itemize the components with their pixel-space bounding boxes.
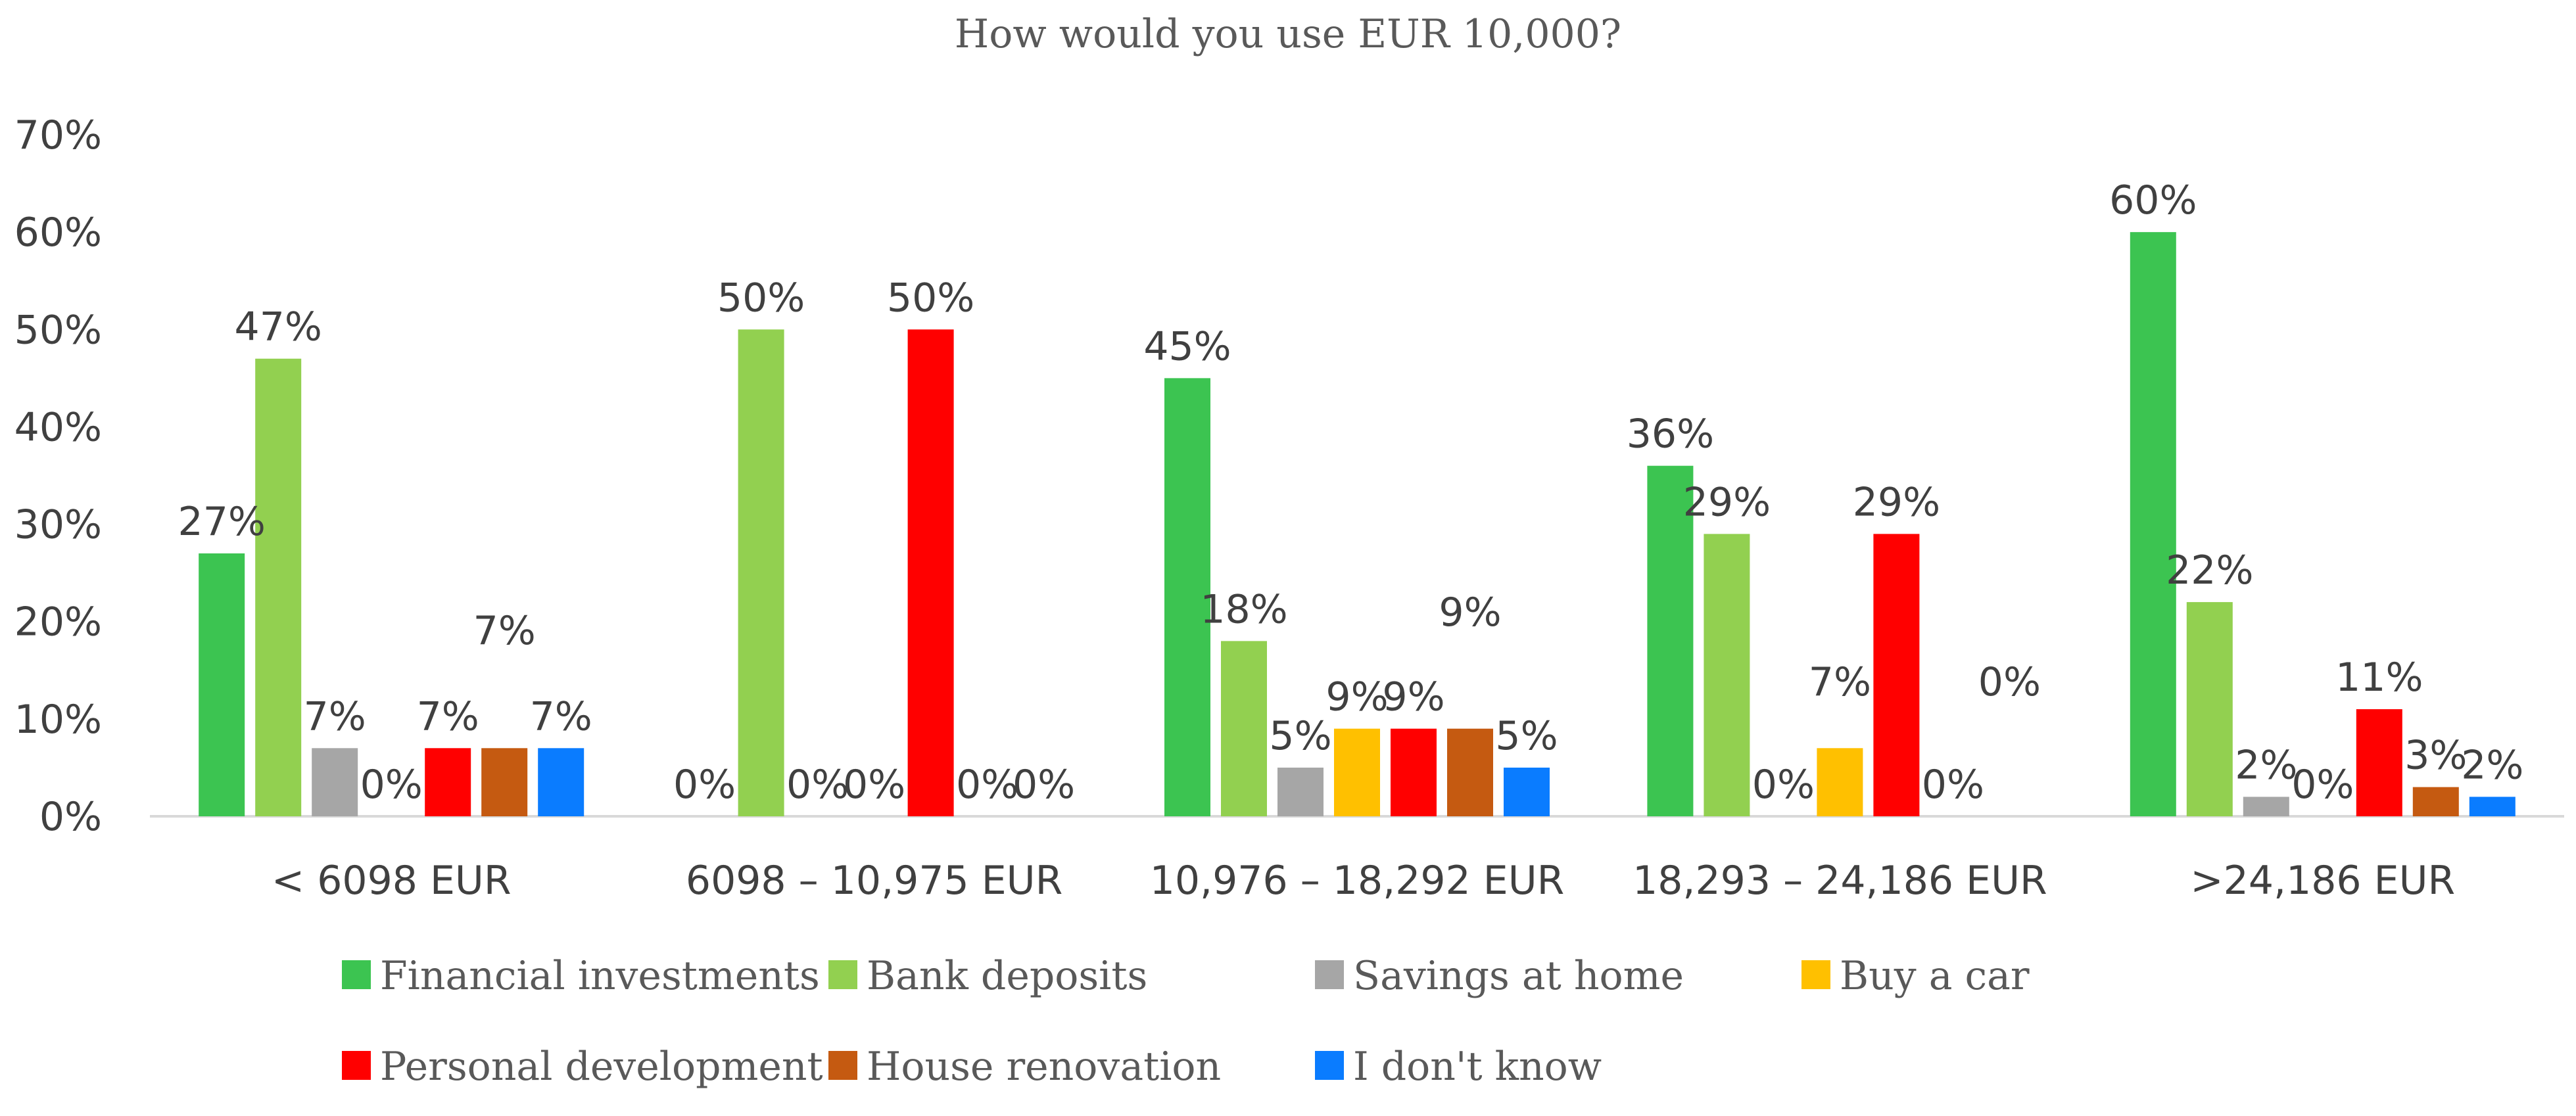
legend-label: Financial investments [380,953,820,999]
bar [481,748,528,816]
bar [199,553,245,816]
legend-label: Bank deposits [867,953,1147,999]
bar [425,748,471,816]
data-label: 3% [2404,733,2467,779]
x-category-label: 10,976 – 18,292 EUR [1150,858,1565,904]
bar [2469,797,2516,816]
data-label: 9% [1382,674,1444,720]
data-labels-group: 27%47%7%0%7%7%7%0%50%0%0%50%0%0%45%18%5%… [178,177,2524,808]
y-axis-ticks: 0% 10% 20% 30% 40% 50% 60% 70% [14,112,102,840]
bar [2130,232,2176,817]
legend: Financial investments Bank deposits Saving… [342,953,2030,1090]
bar [1873,534,1920,816]
legend-label: House renovation [867,1044,1221,1090]
legend-swatch [828,1051,857,1080]
legend-label: Personal development [380,1044,823,1090]
bar [1647,465,1694,816]
bar [1221,641,1267,816]
legend-swatch [828,960,857,989]
bar [1817,748,1863,816]
data-label: 11% [2335,655,2423,701]
legend-swatch [1801,960,1830,989]
data-label: 2% [2235,742,2297,788]
x-category-label: 6098 – 10,975 EUR [686,858,1062,904]
data-label: 18% [1200,586,1287,632]
x-category-label: 18,293 – 24,186 EUR [1633,858,2047,904]
data-label: 0% [360,762,423,808]
bars-group [199,232,2516,817]
chart-title: How would you use EUR 10,000? [955,11,1621,57]
data-label: 27% [178,499,266,545]
data-label: 50% [717,275,805,321]
y-tick-label: 20% [14,599,102,645]
data-label: 7% [304,693,366,739]
y-tick-label: 40% [14,404,102,450]
y-tick-label: 10% [14,697,102,743]
data-label: 0% [1752,762,1815,808]
bar [2412,787,2459,816]
legend-swatch [342,960,371,989]
bar [255,358,302,816]
y-tick-label: 60% [14,210,102,256]
data-label: 0% [786,762,849,808]
data-label: 60% [2109,177,2197,223]
bar [907,329,954,816]
bar [1704,534,1750,816]
data-label: 0% [1978,659,2041,705]
legend-swatch [1315,1051,1344,1080]
data-label: 36% [1627,411,1714,457]
data-label: 0% [1013,762,1075,808]
bar [1334,728,1380,816]
legend-label: I don't know [1353,1044,1602,1090]
data-label: 5% [1495,713,1558,759]
legend-swatch [342,1051,371,1080]
data-label: 29% [1683,479,1771,525]
bar [1504,767,1550,816]
bar [2186,602,2233,816]
data-label: 0% [1922,762,1984,808]
bar [2243,797,2289,816]
data-label: 9% [1439,590,1501,636]
data-label: 45% [1143,323,1231,369]
data-label: 7% [1809,659,1871,705]
data-label: 47% [235,304,322,350]
x-category-label: >24,186 EUR [2190,858,2455,904]
legend-label: Savings at home [1353,953,1684,999]
legend-swatch [1315,960,1344,989]
bar [1277,767,1324,816]
y-tick-label: 50% [14,307,102,353]
data-label: 0% [2291,762,2354,808]
y-tick-label: 30% [14,502,102,548]
data-label: 22% [2166,547,2253,593]
data-label: 7% [530,693,592,739]
legend-label: Buy a car [1840,953,2030,999]
y-tick-label: 70% [14,112,102,158]
data-label: 7% [473,608,536,654]
data-label: 0% [956,762,1018,808]
data-label: 50% [887,275,974,321]
bar [1391,728,1437,816]
bar [538,748,584,816]
data-label: 29% [1853,479,1940,525]
bar [738,329,784,816]
data-label: 9% [1325,674,1388,720]
data-label: 0% [843,762,905,808]
bar [2356,709,2402,816]
data-label: 2% [2461,742,2523,788]
bar [1447,728,1493,816]
data-label: 0% [673,762,736,808]
bar [312,748,358,816]
x-category-label: < 6098 EUR [272,858,512,904]
data-label: 7% [417,693,479,739]
data-label: 5% [1269,713,1331,759]
y-tick-label: 0% [39,794,102,840]
bar [1164,378,1210,816]
x-axis-categories: < 6098 EUR 6098 – 10,975 EUR 10,976 – 18,2… [272,858,2455,904]
